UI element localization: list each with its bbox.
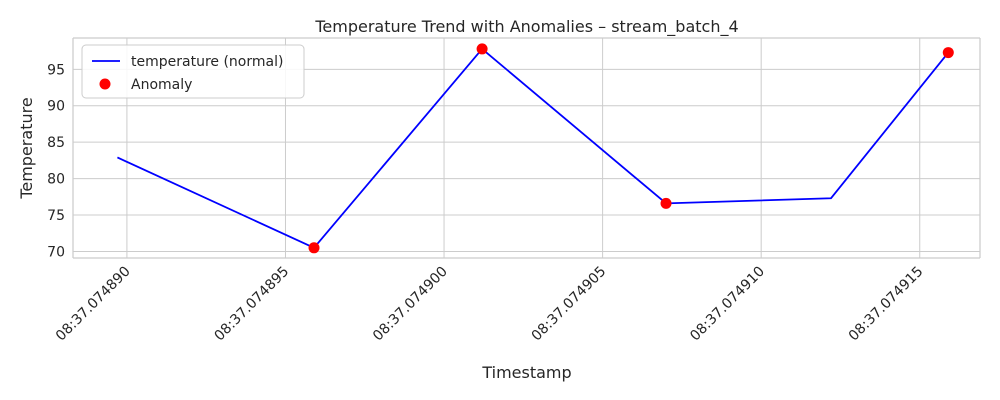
y-tick-label: 80 (47, 172, 65, 188)
data-series (117, 43, 954, 254)
y-tick-labels: 70 75 80 85 90 95 (47, 62, 65, 260)
legend: temperature (normal) Anomaly (81, 44, 305, 99)
chart-title: Temperature Trend with Anomalies – strea… (314, 17, 738, 37)
y-tick-label: 90 (47, 99, 65, 115)
plot-frame (72, 37, 981, 259)
anomaly-point (660, 197, 672, 209)
temperature-line (117, 48, 949, 249)
y-tick-label: 85 (47, 135, 65, 151)
legend-label-anomaly: Anomaly (131, 77, 192, 93)
y-tick-label: 95 (47, 62, 65, 78)
anomaly-point (476, 43, 488, 55)
x-tick-label: 08:37.074915 (846, 264, 927, 345)
x-tick-label: 08:37.074890 (53, 264, 134, 345)
y-tick-label: 75 (47, 208, 65, 224)
legend-box (81, 44, 305, 99)
x-tick-label: 08:37.074910 (687, 264, 768, 345)
y-tick-label: 70 (47, 244, 65, 260)
x-tick-label: 08:37.074895 (212, 264, 293, 345)
x-tick-label: 08:37.074905 (529, 264, 610, 345)
legend-label-normal: temperature (normal) (131, 54, 283, 70)
anomaly-point (308, 242, 320, 254)
x-tick-labels: 08:37.074890 08:37.074895 08:37.074900 08:3… (53, 264, 927, 345)
legend-anomaly-swatch (99, 78, 111, 90)
x-tick-label: 08:37.074900 (370, 264, 451, 345)
y-axis-label: Temperature (17, 97, 36, 199)
x-axis-label: Timestamp (481, 363, 571, 382)
anomaly-point (942, 47, 954, 59)
